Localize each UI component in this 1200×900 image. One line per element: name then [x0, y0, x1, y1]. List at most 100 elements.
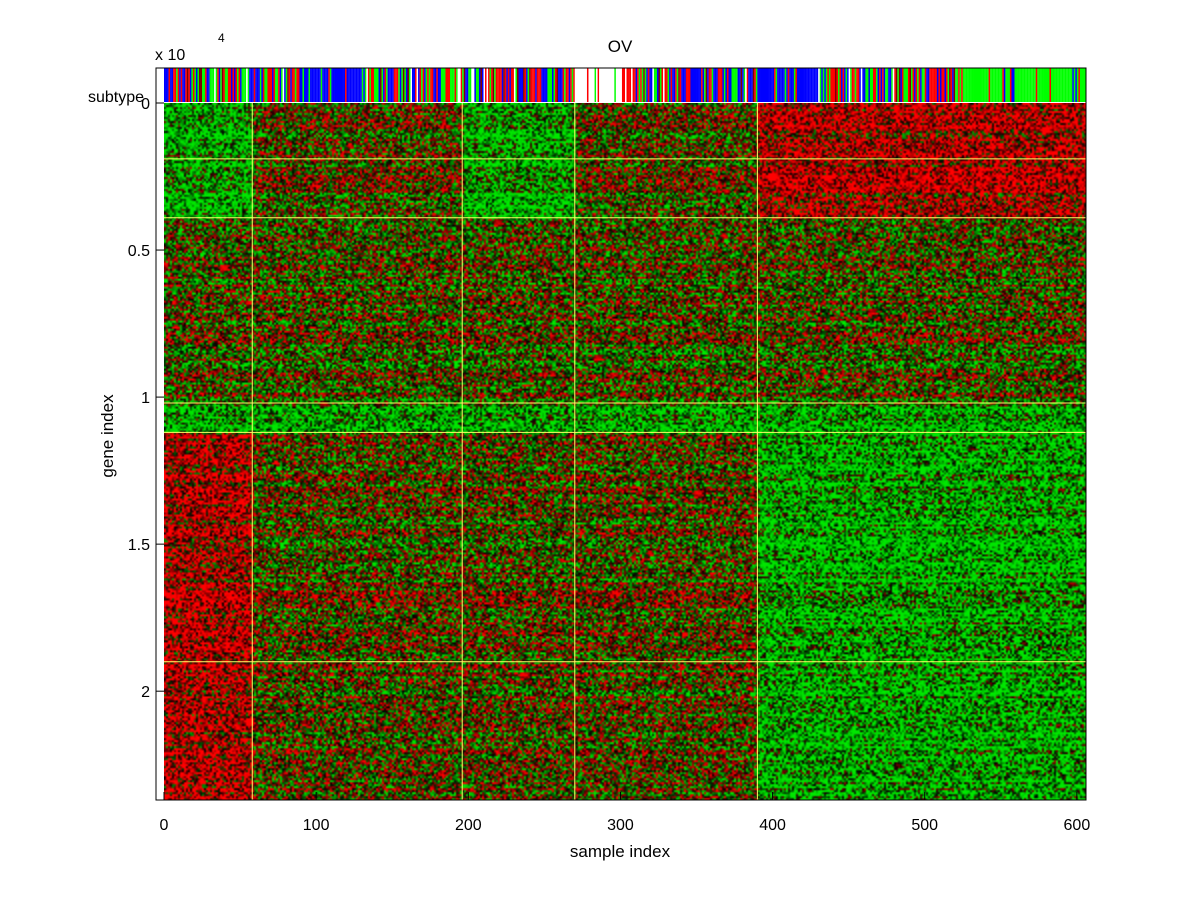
- subtype-cell: [463, 68, 466, 102]
- subtype-cell: [704, 68, 706, 102]
- subtype-cell: [532, 68, 534, 102]
- subtype-cell: [757, 68, 759, 102]
- subtype-cell: [599, 68, 601, 102]
- subtype-cell: [982, 68, 985, 102]
- subtype-cell: [1026, 68, 1029, 102]
- subtype-cell: [296, 68, 298, 102]
- subtype-cell: [477, 68, 480, 102]
- subtype-cell: [618, 68, 621, 102]
- subtype-cell: [961, 68, 963, 102]
- subtype-cell: [288, 68, 291, 102]
- subtype-cell: [489, 68, 492, 102]
- subtype-cell: [985, 68, 988, 102]
- y-tick-label: 1.5: [128, 537, 150, 554]
- x-tick-label: 0: [160, 817, 169, 834]
- subtype-cell: [853, 68, 855, 102]
- subtype-cell: [1063, 68, 1065, 102]
- subtype-cell: [836, 68, 839, 102]
- subtype-cell: [319, 68, 321, 102]
- subtype-cell: [845, 68, 848, 102]
- subtype-cell: [725, 68, 728, 102]
- subtype-cell: [924, 68, 927, 102]
- subtype-cell: [212, 68, 215, 102]
- subtype-label: subtype: [88, 89, 144, 106]
- subtype-cell: [1034, 68, 1036, 102]
- subtype-cell: [185, 68, 187, 102]
- subtype-cell: [1066, 68, 1068, 102]
- subtype-cell: [944, 68, 947, 102]
- subtype-cell: [279, 68, 282, 102]
- subtype-cell: [262, 68, 265, 102]
- subtype-cell: [950, 68, 953, 102]
- subtype-cell: [786, 68, 788, 102]
- subtype-cell: [731, 68, 734, 102]
- subtype-cell: [620, 68, 623, 102]
- subtype-cell: [923, 68, 925, 102]
- subtype-cell: [968, 68, 971, 102]
- subtype-cell: [536, 68, 539, 102]
- subtype-cell: [932, 68, 934, 102]
- subtype-cell: [366, 68, 368, 102]
- subtype-cell: [691, 68, 694, 102]
- subtype-cell: [749, 68, 752, 102]
- subtype-cell: [329, 68, 332, 102]
- subtype-cell: [930, 68, 933, 102]
- subtype-cell: [693, 68, 696, 102]
- subtype-cell: [939, 68, 942, 102]
- subtype-cell: [958, 68, 960, 102]
- subtype-cell: [655, 68, 658, 102]
- subtype-cell: [559, 68, 562, 102]
- subtype-cell: [471, 68, 473, 102]
- subtype-cell: [390, 68, 393, 102]
- subtype-cell: [355, 68, 358, 102]
- subtype-cell: [294, 68, 297, 102]
- subtype-cell: [360, 68, 362, 102]
- subtype-cell: [384, 68, 387, 102]
- subtype-cell: [1052, 68, 1055, 102]
- subtype-cell: [456, 68, 458, 102]
- subtype-cell: [567, 68, 569, 102]
- subtype-cell: [407, 68, 410, 102]
- subtype-cell: [1051, 68, 1053, 102]
- subtype-cell: [726, 68, 729, 102]
- subtype-cell: [847, 68, 849, 102]
- chart-title: OV: [608, 37, 633, 56]
- subtype-cell: [818, 68, 820, 102]
- subtype-cell: [387, 68, 390, 102]
- subtype-cell: [348, 68, 350, 102]
- subtype-cell: [740, 68, 743, 102]
- divider-lines: [164, 103, 1086, 800]
- subtype-cell: [247, 68, 250, 102]
- subtype-cell: [276, 68, 279, 102]
- subtype-cell: [291, 68, 294, 102]
- subtype-cell: [164, 68, 166, 102]
- subtype-cell: [550, 68, 553, 102]
- subtype-cell: [215, 68, 218, 102]
- subtype-cell: [351, 68, 353, 102]
- subtype-cell: [946, 68, 948, 102]
- subtype-cell: [275, 68, 277, 102]
- subtype-cell: [720, 68, 723, 102]
- subtype-cell: [696, 68, 699, 102]
- subtype-cell: [504, 68, 507, 102]
- subtype-cell: [880, 68, 883, 102]
- subtype-cell: [623, 68, 626, 102]
- subtype-cell: [723, 68, 726, 102]
- subtype-cell: [798, 68, 801, 102]
- subtype-cell: [1072, 68, 1074, 102]
- y-tick-label: 0.5: [128, 243, 150, 260]
- subtype-cell: [392, 68, 394, 102]
- subtype-cell: [1005, 68, 1007, 102]
- subtype-cell: [833, 68, 836, 102]
- subtype-cell: [530, 68, 533, 102]
- subtype-cell: [824, 68, 826, 102]
- subtype-cell: [614, 68, 616, 102]
- subtype-cell: [953, 68, 956, 102]
- subtype-cell: [443, 68, 446, 102]
- subtype-cell: [854, 68, 857, 102]
- subtype-cell: [851, 68, 854, 102]
- subtype-cell: [1025, 68, 1027, 102]
- subtype-cell: [799, 68, 802, 102]
- subtype-cell: [1028, 68, 1030, 102]
- subtype-cell: [970, 68, 972, 102]
